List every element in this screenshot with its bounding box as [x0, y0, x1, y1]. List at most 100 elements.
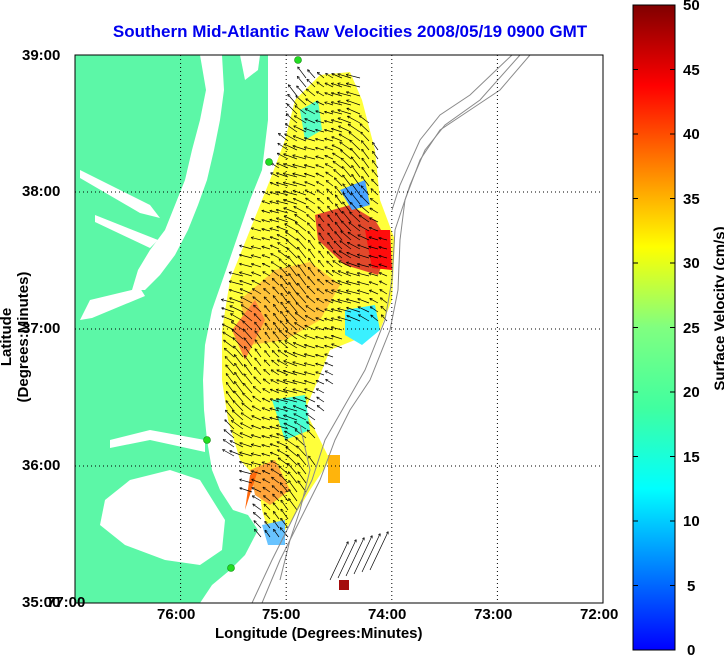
velocity-arrow [273, 494, 280, 502]
colorbar-tick-label: 30 [683, 255, 700, 272]
velocity-arrow [362, 177, 370, 187]
colorbar-tick-label: 50 [683, 0, 700, 14]
velocity-arrow [281, 509, 289, 520]
velocity-arrow [352, 184, 361, 196]
velocity-arrow [319, 224, 325, 232]
velocity-arrow [338, 102, 352, 106]
velocity-arrow [262, 211, 271, 214]
velocity-arrow [280, 331, 289, 340]
velocity-arrow [262, 436, 271, 439]
velocity-arrow [287, 321, 298, 331]
velocity-arrow [318, 73, 325, 79]
velocity-arrow [270, 399, 280, 403]
velocity-arrow [348, 116, 361, 124]
velocity-arrow [362, 167, 370, 178]
velocity-arrow [277, 210, 289, 214]
velocity-arrow [277, 408, 289, 412]
velocity-arrow [284, 208, 298, 214]
velocity-arrow [325, 309, 334, 313]
colorbar-tick-label: 40 [683, 126, 700, 143]
velocity-arrow [255, 368, 262, 376]
velocity-arrow [316, 165, 325, 169]
velocity-arrow [338, 281, 352, 286]
velocity-arrow [262, 201, 271, 205]
velocity-arrow [370, 282, 379, 286]
velocity-arrow [317, 82, 325, 88]
velocity-arrow [243, 393, 253, 403]
velocity-arrow [263, 398, 271, 403]
velocity-arrow [278, 153, 289, 160]
velocity-arrow [350, 140, 361, 151]
velocity-arrow [287, 104, 298, 115]
velocity-arrow [225, 348, 235, 358]
velocity-arrow [305, 389, 316, 394]
velocity-arrow [318, 207, 325, 214]
velocity-arrow [347, 316, 361, 322]
velocity-arrow [224, 340, 235, 349]
velocity-arrow [295, 430, 307, 439]
velocity-arrow [325, 337, 334, 340]
velocity-arrow [305, 174, 316, 178]
velocity-arrow [334, 170, 343, 178]
velocity-arrow [252, 416, 262, 421]
velocity-arrow [298, 248, 307, 259]
velocity-arrow [295, 116, 307, 124]
velocity-arrow [262, 229, 271, 232]
potomac-river [80, 170, 160, 218]
velocity-arrow [351, 193, 361, 205]
velocity-arrow [326, 271, 334, 277]
velocity-arrow [262, 220, 271, 223]
velocity-arrow [325, 300, 334, 304]
velocity-arrow [339, 126, 352, 133]
velocity-arrow [335, 232, 343, 241]
velocity-arrow [264, 496, 271, 502]
velocity-arrow [381, 307, 388, 313]
velocity-arrow [370, 299, 379, 304]
velocity-arrow [369, 237, 379, 241]
velocity-arrow [281, 285, 289, 295]
velocity-arrow [343, 193, 352, 205]
velocity-arrow [230, 298, 244, 304]
velocity-arrow [347, 92, 361, 97]
velocity-arrow [277, 227, 289, 232]
velocity-arrow [277, 218, 289, 223]
velocity-arrow [281, 276, 289, 286]
velocity-arrow [362, 141, 370, 151]
velocity-arrow [231, 314, 244, 322]
velocity-arrow [262, 445, 271, 448]
velocity-arrow [325, 319, 334, 322]
velocity-arrow [293, 389, 307, 394]
velocity-arrow [332, 111, 343, 115]
colorbar-tick-label: 0 [687, 642, 696, 659]
velocity-arrow [371, 307, 379, 313]
velocity-arrow [225, 420, 235, 430]
velocity-arrow [351, 149, 361, 160]
velocity-arrow [306, 306, 316, 313]
x-axis-label: Longitude (Degrees:Minutes) [215, 625, 423, 642]
velocity-arrow [284, 380, 298, 385]
velocity-arrow [332, 74, 343, 79]
velocity-arrow [358, 264, 370, 268]
y-axis-label: Latitude (Degrees:Minutes) [0, 271, 32, 403]
velocity-arrow [360, 205, 370, 214]
velocity-arrow [340, 142, 352, 151]
station-marker [203, 436, 211, 444]
velocity-arrow [288, 464, 298, 475]
velocity-arrow [240, 462, 253, 466]
velocity-arrow [298, 284, 307, 295]
velocity-arrow [296, 96, 307, 106]
velocity-arrow [338, 74, 352, 79]
velocity-arrow [287, 248, 298, 259]
velocity-arrow [265, 531, 271, 538]
velocity-arrow [347, 299, 361, 304]
velocity-arrow [289, 85, 298, 97]
velocity-arrow [240, 433, 253, 439]
velocity-arrow [337, 540, 356, 579]
velocity-arrow [353, 536, 372, 575]
velocity-arrow [316, 148, 325, 151]
velocity-arrow [293, 353, 307, 358]
velocity-arrow [338, 309, 352, 313]
velocity-arrow [293, 174, 307, 178]
velocity-arrow [316, 157, 325, 160]
velocity-arrow [343, 175, 352, 187]
